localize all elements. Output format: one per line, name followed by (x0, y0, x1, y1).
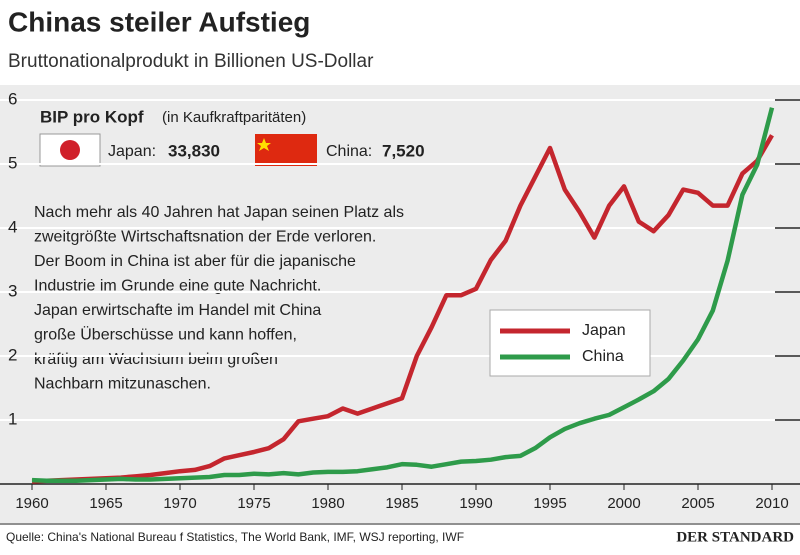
y-tick-label: 2 (8, 345, 17, 364)
legend-label: China (582, 348, 624, 365)
inset-value: 33,830 (168, 141, 220, 160)
annotation-line: Industrie im Grunde eine gute Nachricht. (34, 278, 321, 295)
chart-title: Chinas steiler Aufstieg (8, 6, 310, 37)
series-line (31, 134, 774, 484)
y-tick-label: 5 (8, 153, 17, 172)
inset-label: Japan: (108, 143, 156, 160)
inset-title: BIP pro Kopf (40, 107, 144, 126)
inset-value: 7,520 (382, 141, 425, 160)
annotation-line: große Überschüsse und kann hoffen, (34, 326, 297, 344)
annotation-line: Der Boom in China ist aber für die japan… (34, 253, 356, 270)
inset-label: China: (326, 143, 372, 160)
x-tick-label: 2010 (755, 495, 788, 512)
annotation-line: Japan erwirtschafte im Handel mit China (34, 302, 321, 319)
chart-subtitle: Bruttonationalprodukt in Billionen US-Do… (8, 51, 374, 72)
china-flag-star (257, 138, 271, 151)
x-tick-label: 1995 (533, 495, 566, 512)
x-tick-label: 1970 (163, 495, 196, 512)
x-tick-label: 2005 (681, 495, 714, 512)
x-tick-label: 1975 (237, 495, 270, 512)
plot-background (0, 85, 800, 525)
series-line (31, 107, 775, 484)
x-tick-label: 2000 (607, 495, 640, 512)
china-flag (255, 134, 317, 166)
japan-flag-disc (60, 140, 80, 160)
x-tick-label: 1985 (385, 495, 418, 512)
annotation-line: zweitgrößte Wirtschaftsnation der Erde v… (34, 229, 376, 246)
annotation-line: kräftig am Wachstum beim großen (34, 351, 278, 368)
y-tick-label: 6 (8, 89, 17, 108)
legend-label: Japan (582, 322, 626, 339)
source: Quelle: China's National Bureau f Statis… (6, 530, 464, 544)
legend (489, 309, 651, 377)
y-tick-label: 4 (8, 217, 17, 236)
annotation-line: Nach mehr als 40 Jahren hat Japan seinen… (34, 204, 404, 221)
inset-note: (in Kaufkraftparitäten) (162, 109, 306, 126)
x-tick-label: 1965 (89, 495, 122, 512)
x-tick-label: 1980 (311, 495, 344, 512)
x-tick-label: 1960 (15, 495, 48, 512)
y-tick-label: 1 (8, 409, 17, 428)
annotation-line: Nachbarn mitzunaschen. (34, 376, 211, 393)
plot: 1 2 3 4 5 6 1960 1965 1970 1975 1980 1985 1990 1995 20… (0, 89, 800, 512)
y-tick-label: 3 (8, 281, 17, 300)
publisher: DER STANDARD (676, 529, 794, 545)
x-tick-label: 1990 (459, 495, 492, 512)
